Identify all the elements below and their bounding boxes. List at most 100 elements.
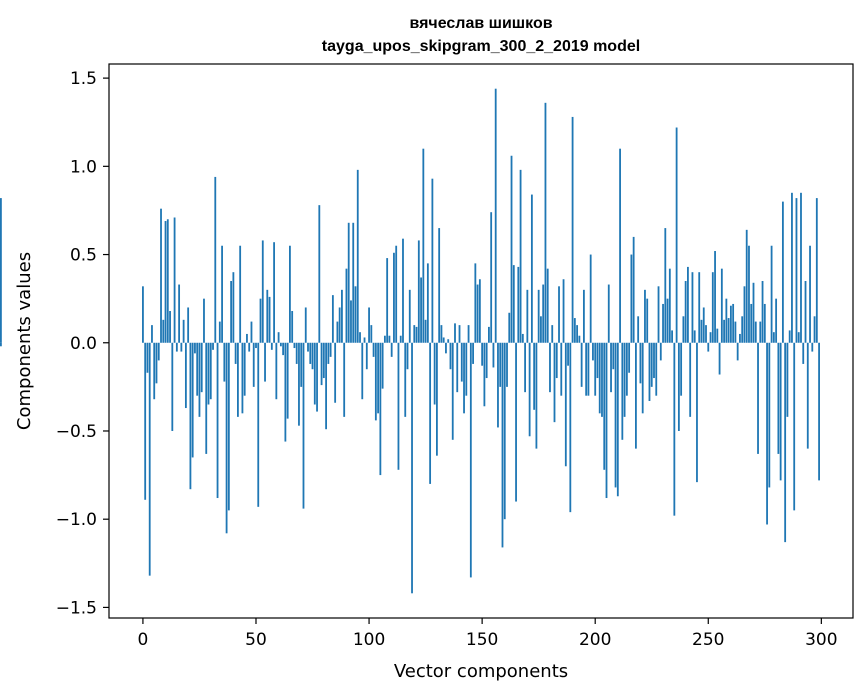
bar-183	[555, 342, 558, 379]
bar-102	[372, 342, 375, 357]
bar-293	[804, 281, 807, 343]
bar-134	[445, 342, 447, 354]
bar-129	[433, 342, 436, 405]
bar-9	[162, 319, 165, 343]
bar-20	[187, 307, 190, 343]
bar-8	[160, 208, 162, 343]
bar-202	[598, 342, 601, 414]
bar-17	[180, 342, 183, 352]
bar-243	[691, 272, 694, 343]
bar-149	[478, 279, 481, 343]
bar-282	[779, 342, 782, 481]
bar-3	[148, 342, 151, 576]
bar-55	[266, 289, 269, 343]
bar-21	[189, 342, 192, 490]
y-tick-label: −0.5	[56, 422, 97, 442]
y-axis-label: Components values	[14, 252, 35, 430]
bar-132	[440, 325, 443, 343]
bar-35	[221, 245, 223, 343]
bar-189	[569, 342, 572, 513]
bar-169	[524, 342, 526, 393]
bar-19	[184, 342, 187, 409]
bar-214	[625, 342, 628, 396]
bar-128	[431, 178, 434, 343]
bar-245	[696, 342, 698, 483]
bar-44	[241, 342, 244, 414]
bar-216	[630, 254, 633, 343]
bar-196	[585, 342, 588, 396]
bar-240	[684, 281, 687, 343]
bar-211	[619, 148, 621, 343]
bar-265	[741, 316, 744, 343]
bar-229	[659, 342, 662, 361]
bar-254	[716, 328, 719, 343]
bar-82	[327, 342, 330, 364]
bar-25	[198, 342, 201, 417]
bar-140	[458, 325, 461, 343]
bar-88	[341, 289, 343, 343]
bar-105	[379, 342, 382, 476]
bar-31	[212, 342, 214, 350]
bar-62	[282, 342, 285, 356]
bar-99	[365, 342, 368, 370]
bar-168	[521, 333, 524, 343]
bar-2	[146, 342, 149, 373]
x-tick-label: 0	[138, 630, 149, 650]
bar-166	[517, 266, 520, 343]
bar-108	[386, 258, 389, 343]
bar-undefined	[0, 342, 2, 347]
bar-94	[354, 286, 357, 343]
bar-122	[417, 240, 420, 343]
bar-69	[298, 342, 300, 426]
bar-148	[476, 284, 479, 343]
bar-291	[800, 192, 802, 343]
bar-278	[770, 245, 773, 343]
bar-262	[734, 321, 737, 343]
bar-170	[526, 289, 529, 343]
bar-256	[720, 268, 723, 343]
bar-34	[218, 321, 221, 343]
bar-68	[295, 342, 298, 364]
x-tick-label: 50	[245, 630, 267, 650]
bar-104	[377, 342, 380, 414]
bar-175	[537, 289, 540, 343]
bar-227	[655, 342, 658, 396]
bar-16	[178, 284, 181, 343]
bar-70	[300, 342, 303, 387]
bar-78	[318, 205, 321, 343]
bar-201	[596, 342, 599, 379]
bar-280	[775, 298, 778, 343]
bar-89	[343, 342, 346, 417]
bar-237	[677, 342, 680, 431]
bar-266	[743, 286, 746, 343]
bar-281	[777, 342, 780, 454]
bar-205	[605, 342, 608, 499]
bar-85	[334, 342, 337, 403]
bar-193	[578, 335, 581, 343]
bar-288	[793, 342, 796, 511]
bar-270	[752, 282, 755, 343]
bar-171	[528, 342, 531, 437]
bar-287	[791, 192, 793, 343]
x-tick-label: 100	[353, 630, 385, 650]
bar-150	[481, 342, 484, 366]
bar-57	[270, 342, 273, 350]
bar-218	[635, 342, 637, 449]
bar-37	[225, 342, 228, 534]
x-tick-label: 150	[466, 630, 498, 650]
x-tick-label: 250	[692, 630, 724, 650]
bar-137	[451, 342, 454, 440]
bar-152	[485, 342, 488, 379]
bar-147	[474, 263, 477, 343]
bar-86	[336, 321, 339, 343]
bar-29	[207, 342, 210, 405]
bar-204	[603, 342, 606, 470]
bar-61	[279, 342, 282, 347]
bar-33	[216, 342, 219, 499]
bar-296	[811, 342, 814, 352]
bar-297	[813, 316, 816, 343]
bar-135	[447, 339, 450, 343]
bar-181	[551, 325, 554, 343]
bar-30	[209, 342, 212, 400]
bar-90	[345, 268, 348, 343]
